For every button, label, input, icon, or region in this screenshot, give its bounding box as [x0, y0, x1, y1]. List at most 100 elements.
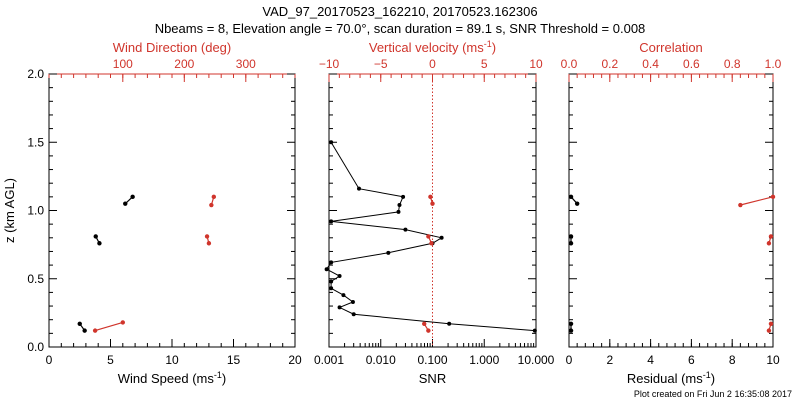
data-point: [568, 194, 574, 200]
y-tick-label: 0.0: [27, 340, 44, 354]
bottom-tick-label: 0.001: [314, 353, 344, 367]
plot-frame: [568, 73, 774, 348]
bottom-tick-label: 10: [766, 353, 780, 367]
top-axis-label: Correlation: [639, 40, 703, 55]
y-tick-label: 2.0: [27, 67, 44, 81]
bottom-tick-label: 10.000: [518, 353, 555, 367]
top-tick-label: 300: [236, 57, 256, 71]
data-point: [351, 312, 356, 317]
series-top: [92, 194, 217, 333]
series-segment: [94, 321, 123, 332]
bottom-tick-label: 6: [688, 353, 695, 367]
y-tick-label: 1.0: [27, 204, 44, 218]
panel-residual: 0 2 4 6 8 10 Residual (ms-1) 0.0 0.2 0.4 0.6 0.8 1.0…: [561, 40, 782, 386]
data-point: [770, 194, 776, 200]
top-tick-label: 5: [481, 57, 488, 71]
data-point: [386, 250, 391, 255]
data-point: [428, 194, 433, 200]
top-tick-label: 200: [174, 57, 194, 71]
data-point: [532, 328, 537, 333]
top-tick-label: 10: [529, 57, 543, 71]
bottom-tick-label: 10: [165, 353, 179, 367]
data-point: [211, 194, 217, 200]
data-point: [426, 328, 431, 333]
data-point: [130, 194, 135, 200]
data-point: [397, 203, 402, 208]
data-point: [93, 234, 98, 239]
data-point: [403, 227, 408, 232]
data-point: [738, 202, 743, 208]
bottom-tick-label: 0: [46, 353, 53, 367]
figure-subtitle: Nbeams = 8, Elevation angle = 70.0°, sca…: [155, 21, 646, 36]
data-point: [329, 219, 334, 224]
y-axis-label: z (km AGL): [2, 178, 17, 243]
top-tick-label: −10: [319, 57, 340, 71]
data-point: [206, 241, 212, 246]
data-point: [204, 234, 210, 239]
panel-wind: 0.0 0.5 1.0 1.5 2.0 z (km AGL) 0 5 10 15 20 Wind Sp…: [2, 40, 302, 386]
top-tick-label: 0.0: [561, 57, 578, 71]
bottom-axis-label: Wind Speed (ms-1): [118, 370, 226, 386]
bottom-tick-label: 0.010: [366, 353, 396, 367]
top-tick-label: 0.6: [683, 57, 700, 71]
bottom-tick-label: 0: [566, 353, 573, 367]
data-point: [329, 279, 334, 284]
data-point: [357, 186, 362, 191]
bottom-tick-label: 5: [107, 353, 114, 367]
bottom-tick-label: 8: [729, 353, 736, 367]
top-tick-label: 1.0: [765, 57, 782, 71]
plot-created-footer: Plot created on Fri Jun 2 16:35:08 2017: [634, 389, 792, 399]
figure-title: VAD_97_20170523_162210, 20170523.162306: [262, 4, 537, 19]
data-point: [350, 299, 355, 304]
series-vertical-velocity: [422, 194, 435, 333]
data-point: [329, 286, 334, 291]
y-tick-label: 0.5: [27, 272, 44, 286]
data-point: [568, 234, 574, 239]
data-point: [324, 267, 329, 272]
series-segment: [740, 196, 774, 206]
data-point: [329, 260, 334, 265]
bottom-tick-label: 2: [606, 353, 613, 367]
top-tick-label: 0.4: [642, 57, 659, 71]
data-point: [422, 321, 427, 326]
top-tick-label: 0: [429, 57, 436, 71]
data-point: [341, 293, 346, 298]
data-point: [768, 321, 774, 326]
data-point: [568, 241, 574, 246]
data-point: [426, 234, 431, 239]
top-tick-label: 0.2: [601, 57, 618, 71]
data-point: [568, 321, 574, 326]
series-line: [325, 142, 535, 332]
data-point: [77, 321, 82, 326]
top-tick-label: −5: [374, 57, 388, 71]
data-point: [766, 241, 772, 246]
data-point: [447, 321, 452, 326]
data-point: [766, 328, 772, 333]
y-tick-label: 1.5: [27, 135, 44, 149]
panel-snr: 0.001 0.010 0.100 1.000 10.000 SNR −10 −5 0 5 10 Ve…: [314, 39, 555, 386]
data-point: [120, 320, 126, 325]
series-correlation: [738, 194, 776, 333]
bottom-tick-label: 1.000: [469, 353, 499, 367]
bottom-axis-label: Residual (ms-1): [627, 370, 715, 386]
data-point: [82, 328, 87, 333]
data-point: [209, 202, 214, 208]
data-point: [97, 241, 102, 246]
plot-frame: [48, 73, 296, 348]
bottom-tick-label: 0.100: [417, 353, 447, 367]
data-point: [123, 201, 128, 206]
bottom-tick-label: 4: [647, 353, 654, 367]
data-point: [430, 201, 435, 206]
top-axis-label: Vertical velocity (ms-1): [369, 39, 496, 55]
data-point: [329, 140, 334, 145]
data-point: [337, 305, 342, 310]
data-point: [439, 235, 444, 240]
data-point: [396, 209, 401, 214]
data-point: [568, 328, 574, 333]
series-residual: [568, 194, 580, 333]
data-point: [92, 328, 98, 333]
series-bottom: [77, 194, 135, 333]
data-point: [768, 234, 774, 239]
